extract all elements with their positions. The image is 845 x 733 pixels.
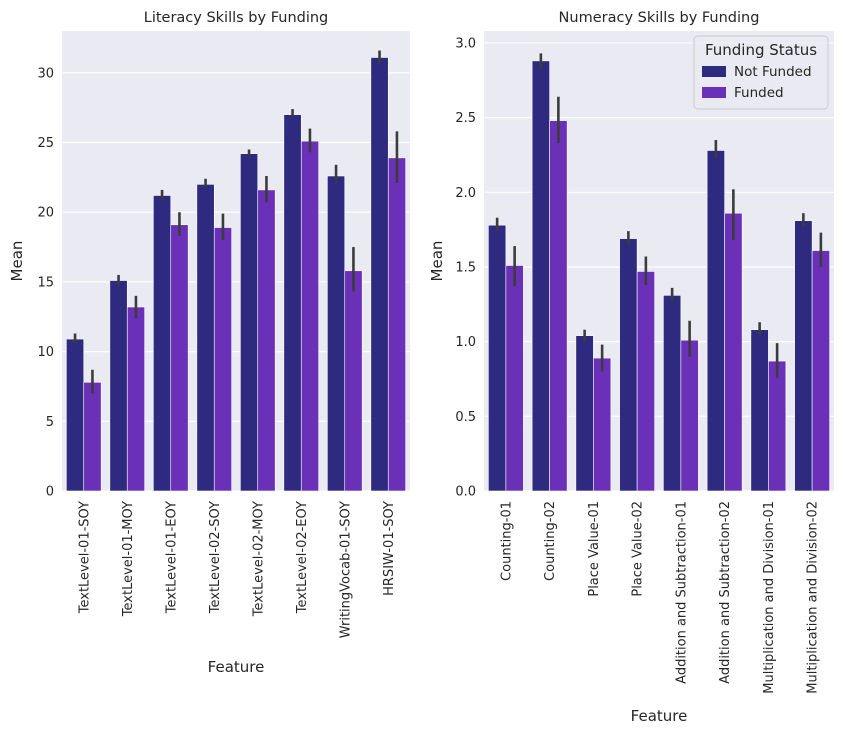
literacy-y-tick-label: 15 (37, 275, 54, 290)
legend-box (693, 35, 829, 110)
numeracy-x-tick-label: Counting-01 (499, 501, 514, 581)
literacy-chart-title: Literacy Skills by Funding (144, 10, 329, 26)
literacy-x-tick-label: WritingVocab-01-SOY (338, 501, 353, 638)
literacy-bar-not-funded (153, 195, 172, 492)
legend-swatch-not-funded (702, 66, 726, 77)
numeracy-bar-funded (593, 357, 612, 492)
literacy-bar-funded (126, 306, 145, 492)
numeracy-bar-not-funded (750, 329, 769, 492)
numeracy-bar-funded (505, 265, 524, 492)
literacy-bar-funded (213, 227, 232, 492)
numeracy-x-tick-label: Place Value-01 (587, 501, 602, 597)
numeracy-x-tick-label: Multiplication and Division-02 (806, 501, 821, 694)
literacy-x-axis-label: Feature (208, 658, 265, 676)
numeracy-x-tick-label: Addition and Subtraction-01 (674, 501, 689, 684)
literacy-y-tick-label: 10 (37, 345, 54, 360)
numeracy-x-tick-label: Counting-02 (543, 501, 558, 581)
literacy-bar-not-funded (109, 280, 128, 492)
numeracy-y-tick-label: 2.0 (455, 186, 476, 201)
numeracy-bar-funded (549, 120, 568, 492)
literacy-x-tick-label: TextLevel-01-MOY (121, 501, 136, 617)
literacy-bar-funded (83, 381, 102, 492)
numeracy-y-tick-label: 1.5 (455, 260, 476, 275)
numeracy-y-tick-label: 2.5 (455, 111, 476, 126)
numeracy-y-tick-label: 0.5 (455, 410, 476, 425)
numeracy-chart: 0.00.51.01.52.02.53.0 Counting-01 Countin… (428, 10, 834, 725)
numeracy-bar-not-funded (706, 150, 725, 492)
numeracy-error-bars (495, 53, 823, 378)
literacy-y-tick-label: 0 (46, 485, 54, 500)
numeracy-bar-funded (724, 212, 743, 492)
literacy-y-axis-label: Mean (8, 241, 26, 282)
literacy-x-tick-label: HRSIW-01-SOY (382, 501, 397, 596)
literacy-bar-not-funded (66, 338, 85, 492)
numeracy-bar-not-funded (575, 335, 594, 492)
literacy-bar-not-funded (327, 175, 346, 492)
legend-label-not-funded: Not Funded (734, 64, 812, 80)
literacy-bar-funded (170, 224, 189, 492)
numeracy-bars (488, 60, 830, 492)
literacy-y-tick-label: 20 (37, 206, 54, 221)
literacy-bar-not-funded (240, 153, 259, 492)
numeracy-bar-funded (811, 250, 830, 492)
literacy-bar-funded (387, 157, 406, 492)
numeracy-x-tick-label: Place Value-02 (631, 501, 646, 597)
literacy-bar-not-funded (196, 184, 215, 492)
numeracy-bar-not-funded (663, 295, 682, 492)
literacy-error-bars (73, 50, 399, 394)
numeracy-y-axis-label: Mean (428, 241, 446, 282)
numeracy-bar-not-funded (619, 238, 638, 492)
literacy-x-tick-label: TextLevel-01-SOY (77, 501, 92, 614)
literacy-y-tick-label: 5 (46, 415, 54, 430)
numeracy-y-tick-label: 1.0 (455, 335, 476, 350)
numeracy-x-ticks: Counting-01 Counting-02 Place Value-01 Plac… (499, 501, 820, 694)
literacy-bar-not-funded (283, 114, 302, 492)
numeracy-x-tick-label: Multiplication and Division-01 (762, 501, 777, 694)
legend-swatch-funded (702, 87, 726, 98)
literacy-x-ticks: TextLevel-01-SOY TextLevel-01-MOY TextLeve… (77, 501, 397, 638)
numeracy-y-tick-label: 0.0 (455, 485, 476, 500)
numeracy-bar-funded (680, 339, 699, 492)
literacy-bar-funded (300, 140, 319, 492)
literacy-bars (66, 57, 406, 492)
literacy-y-tick-label: 25 (37, 136, 54, 151)
numeracy-bar-not-funded (794, 220, 813, 492)
literacy-bar-funded (257, 189, 276, 492)
numeracy-bar-not-funded (531, 60, 550, 492)
literacy-y-ticks: 0 5 10 15 20 25 30 (37, 66, 54, 499)
legend: Funding Status Not Funded Funded (693, 35, 829, 110)
numeracy-chart-title: Numeracy Skills by Funding (559, 10, 760, 26)
numeracy-bar-not-funded (488, 224, 507, 492)
legend-label-funded: Funded (734, 85, 784, 101)
numeracy-bar-funded (636, 271, 655, 492)
legend-title: Funding Status (705, 41, 817, 59)
literacy-y-tick-label: 30 (37, 66, 54, 81)
literacy-x-tick-label: TextLevel-01-EOY (164, 501, 179, 614)
literacy-x-tick-label: TextLevel-02-MOY (251, 501, 266, 617)
literacy-x-tick-label: TextLevel-02-EOY (295, 501, 310, 614)
numeracy-x-tick-label: Addition and Subtraction-02 (718, 501, 733, 684)
literacy-x-tick-label: TextLevel-02-SOY (208, 501, 223, 614)
literacy-bar-funded (344, 270, 363, 492)
numeracy-y-tick-label: 3.0 (455, 36, 476, 51)
numeracy-x-axis-label: Feature (631, 707, 688, 725)
numeracy-bar-funded (768, 360, 787, 492)
numeracy-y-ticks: 0.0 0.5 1.0 1.5 2.0 2.5 3.0 (455, 36, 476, 499)
literacy-bar-not-funded (370, 57, 389, 492)
